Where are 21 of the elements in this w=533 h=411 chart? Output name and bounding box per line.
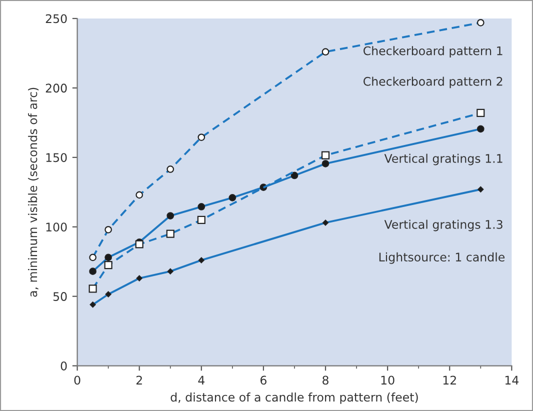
text: Checkerboard pattern 2: [364, 76, 502, 88]
y-tick-label: 50: [53, 292, 67, 301]
x-tick-label: 2: [136, 376, 142, 384]
x-tick-label: 14: [505, 376, 519, 384]
x-axis-title: d, distance of a candle from pattern (feet): [170, 392, 418, 404]
series-label: Vertical gratings 1.3: [384, 220, 502, 232]
x-tick-label: 4: [198, 376, 204, 384]
y-tick-label: 150: [46, 153, 67, 162]
annotation: Lightsource: 1 candle: [379, 252, 505, 264]
x-tick-label: 8: [322, 376, 328, 385]
x-tick-label: 12: [443, 376, 456, 384]
y-tick-label: 250: [46, 14, 67, 24]
series-label: Vertical gratings 1.1: [384, 154, 502, 166]
y-axis-title: a, minimum visible (seconds of arc): [28, 88, 39, 297]
series-label: Checkerboard pattern 1: [364, 46, 502, 58]
x-tick-label: 6: [260, 376, 266, 385]
x-tick-label: 10: [381, 376, 394, 385]
y-tick-label: 100: [46, 222, 67, 232]
y-tick-label: 200: [46, 84, 67, 93]
x-tick-label: 0: [74, 376, 80, 385]
y-tick-label: 0: [60, 362, 67, 370]
